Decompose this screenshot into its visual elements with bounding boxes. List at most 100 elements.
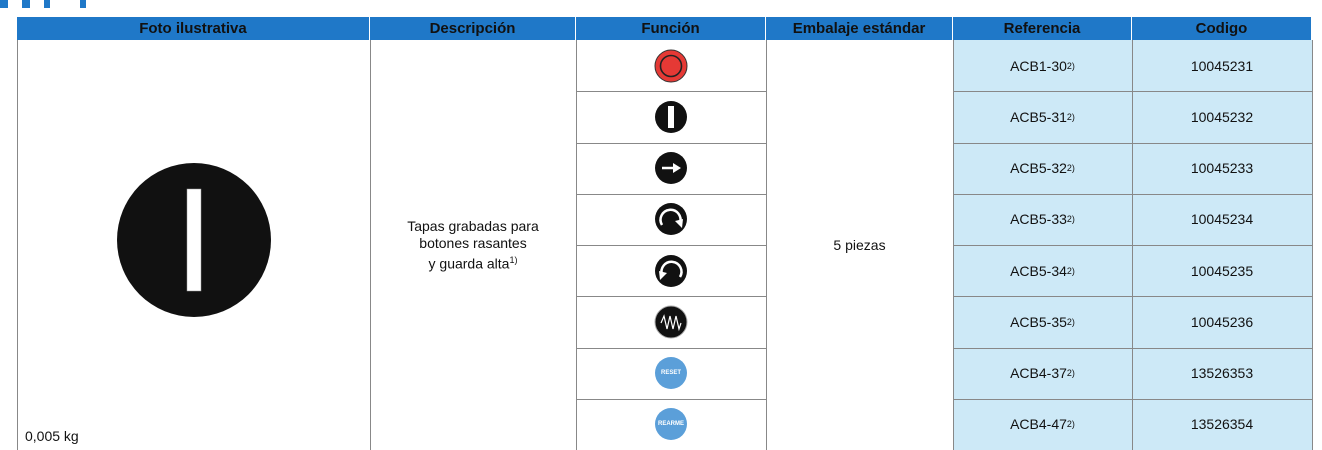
v-line bbox=[766, 40, 767, 450]
icon bbox=[655, 254, 687, 287]
footnote: 1) bbox=[509, 254, 518, 265]
v-line bbox=[1312, 40, 1313, 450]
row-line bbox=[953, 347, 1312, 349]
reference: ACB1-30 2) bbox=[953, 40, 1132, 91]
reference-text: ACB5-34 bbox=[1010, 262, 1067, 279]
row-line bbox=[576, 193, 766, 195]
code-text: 10045231 bbox=[1190, 57, 1254, 74]
reference: ACB5-33 2) bbox=[953, 194, 1132, 245]
row-line bbox=[953, 398, 1312, 400]
header-text: Función bbox=[641, 20, 700, 37]
footnote: 2) bbox=[1066, 214, 1075, 225]
icon bbox=[655, 357, 687, 390]
row-line bbox=[953, 142, 1312, 144]
function-icon bbox=[654, 254, 688, 288]
row-line bbox=[576, 245, 766, 246]
description-line: botones rasantes bbox=[419, 235, 526, 252]
code: 13526354 bbox=[1132, 399, 1312, 450]
header-cell: Referencia bbox=[953, 17, 1132, 40]
description-line: Tapas grabadas para bbox=[407, 218, 539, 235]
reference-text: ACB5-31 bbox=[1010, 108, 1067, 125]
v-line bbox=[370, 40, 371, 450]
reference: ACB4-37 2) bbox=[953, 348, 1132, 399]
reference-text: ACB5-32 bbox=[1010, 160, 1067, 177]
footnote: 2) bbox=[1066, 265, 1075, 276]
reference-text: ACB5-33 bbox=[1010, 211, 1067, 228]
code: 10045232 bbox=[1132, 91, 1312, 142]
row-line bbox=[953, 245, 1312, 246]
reference-text: ACB4-47 bbox=[1010, 416, 1067, 433]
row-line bbox=[576, 296, 766, 298]
weight: 0,005 kg bbox=[25, 428, 79, 444]
photo bbox=[116, 163, 271, 317]
header-text: Embalaje estándar bbox=[792, 20, 926, 37]
description-text: y guarda alta bbox=[428, 255, 510, 272]
code-text: 10045236 bbox=[1190, 313, 1254, 330]
code-text: 10045235 bbox=[1190, 262, 1254, 279]
row-line bbox=[576, 91, 766, 93]
code: 10045236 bbox=[1132, 296, 1312, 347]
weight-text: 0,005 kg bbox=[25, 428, 79, 444]
header-text: Foto ilustrativa bbox=[139, 20, 247, 37]
header-cell: Descripción bbox=[370, 17, 576, 40]
packaging: 5 piezas bbox=[766, 40, 953, 450]
footnote: 2) bbox=[1066, 316, 1075, 327]
code-text: 10045234 bbox=[1190, 211, 1254, 228]
code: 13526353 bbox=[1132, 348, 1312, 399]
row-line bbox=[576, 142, 766, 144]
description-line: y guarda alta1) bbox=[429, 252, 518, 273]
function-icon: RESET bbox=[654, 356, 688, 390]
header-cell: Foto ilustrativa bbox=[17, 17, 370, 40]
function-icon: REARME bbox=[654, 407, 688, 441]
reference: ACB5-35 2) bbox=[953, 296, 1132, 347]
header-cell: Codigo bbox=[1132, 17, 1312, 40]
icon bbox=[654, 49, 688, 83]
code-text: 10045233 bbox=[1190, 160, 1254, 177]
reference-text: ACB1-30 bbox=[1010, 57, 1067, 74]
footnote: 2) bbox=[1066, 163, 1075, 174]
row-line bbox=[953, 193, 1312, 195]
icon bbox=[655, 100, 687, 133]
icon bbox=[655, 408, 687, 441]
reference: ACB4-47 2) bbox=[953, 399, 1132, 450]
reference-text: ACB4-37 bbox=[1010, 365, 1067, 382]
header-cell: Embalaje estándar bbox=[766, 17, 953, 40]
header-cell: Función bbox=[576, 17, 766, 40]
reference: ACB5-34 2) bbox=[953, 245, 1132, 296]
code-text: 10045232 bbox=[1190, 108, 1254, 125]
description: Tapas grabadas para botones rasantes y gua… bbox=[370, 40, 576, 450]
photo-icon bbox=[116, 163, 271, 317]
row-line bbox=[576, 347, 766, 349]
header-text: Descripción bbox=[429, 20, 516, 37]
header-text: Referencia bbox=[1003, 20, 1081, 37]
row-line bbox=[576, 398, 766, 400]
code-text: 13526354 bbox=[1190, 416, 1254, 433]
row-line bbox=[953, 296, 1312, 298]
icon-label: REARME bbox=[657, 421, 684, 428]
icon bbox=[655, 203, 687, 236]
reference: ACB5-32 2) bbox=[953, 143, 1132, 194]
footnote: 2) bbox=[1066, 60, 1075, 71]
reference-text: ACB5-35 bbox=[1010, 313, 1067, 330]
function-icon bbox=[654, 305, 688, 339]
code: 10045234 bbox=[1132, 194, 1312, 245]
packaging-text: 5 piezas bbox=[833, 237, 886, 253]
footnote: 2) bbox=[1066, 368, 1075, 379]
footnote: 2) bbox=[1066, 419, 1075, 430]
header-text: Codigo bbox=[1195, 20, 1248, 37]
row-line bbox=[953, 91, 1312, 93]
function-icon bbox=[654, 100, 688, 134]
code: 10045231 bbox=[1132, 40, 1312, 91]
description-text: botones rasantes bbox=[419, 234, 527, 251]
icon bbox=[654, 305, 688, 339]
code-text: 13526353 bbox=[1190, 365, 1254, 382]
code: 10045235 bbox=[1132, 245, 1312, 296]
title-fragment bbox=[0, 0, 150, 8]
function-icon bbox=[654, 202, 688, 236]
footnote: 2) bbox=[1066, 111, 1075, 122]
function-icon bbox=[654, 49, 688, 83]
function-icon bbox=[654, 151, 688, 185]
reference: ACB5-31 2) bbox=[953, 91, 1132, 142]
icon-label: RESET bbox=[660, 370, 681, 377]
